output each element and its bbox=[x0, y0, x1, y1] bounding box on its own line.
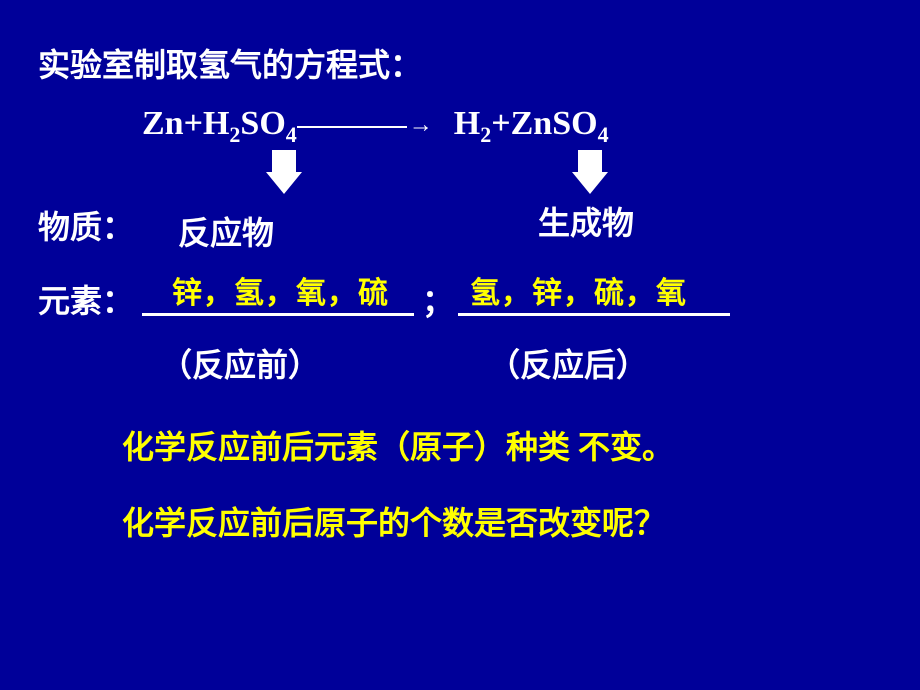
eq-left-1: Zn+H bbox=[142, 105, 229, 142]
eq-left-2: SO bbox=[240, 105, 285, 142]
eq-sub-1: 2 bbox=[229, 122, 240, 147]
reactant-label: 反应物 bbox=[178, 208, 274, 254]
semicolon: ； bbox=[422, 276, 454, 322]
blank-underline-2 bbox=[458, 313, 730, 316]
element-label: 元素： bbox=[38, 276, 134, 322]
elements-before: 锌，氢，氧，硫 bbox=[172, 268, 389, 312]
eq-sub-2: 4 bbox=[286, 122, 297, 147]
blank-underline-1 bbox=[142, 313, 414, 316]
elements-after: 氢，锌，硫，氧 bbox=[470, 268, 687, 312]
eq-right-1: H bbox=[454, 105, 480, 142]
eq-right-2: +ZnSO bbox=[491, 105, 597, 142]
substance-label: 物质： bbox=[38, 202, 134, 248]
conclusion-line-1: 化学反应前后元素（原子）种类 不变。 bbox=[122, 422, 674, 468]
eq-sub-3: 2 bbox=[480, 122, 491, 147]
before-reaction-label: （反应前） bbox=[160, 340, 320, 386]
eq-condition-blank bbox=[297, 104, 407, 128]
product-label: 生成物 bbox=[538, 198, 634, 244]
after-reaction-label: （反应后） bbox=[488, 340, 648, 386]
page-title: 实验室制取氢气的方程式： bbox=[38, 40, 422, 86]
reaction-arrow: → bbox=[407, 112, 437, 138]
conclusion-line-2: 化学反应前后原子的个数是否改变呢？ bbox=[122, 498, 666, 544]
chemical-equation: Zn+H2SO4→ H2+ZnSO4 bbox=[142, 105, 609, 148]
eq-sub-4: 4 bbox=[598, 122, 609, 147]
